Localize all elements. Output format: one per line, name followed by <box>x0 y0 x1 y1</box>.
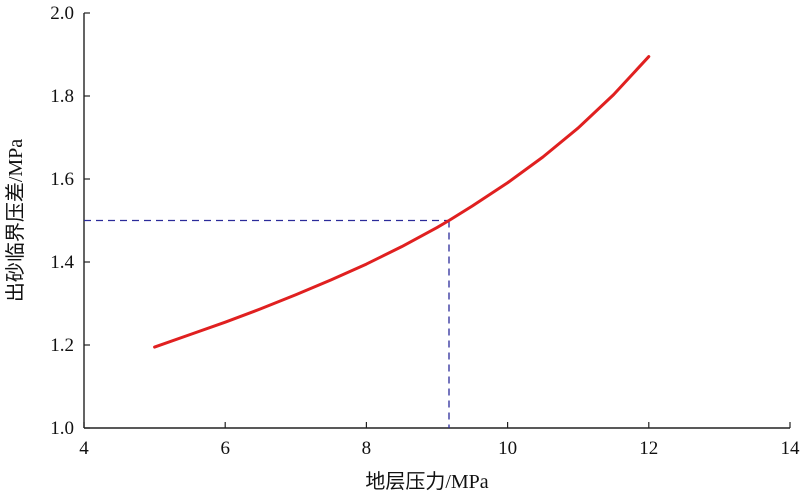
x-tick-label: 12 <box>639 438 658 459</box>
y-tick-label: 1.4 <box>50 252 74 273</box>
y-tick-label: 2.0 <box>50 3 74 24</box>
y-tick-label: 1.2 <box>50 335 74 356</box>
x-tick-label: 6 <box>220 438 230 459</box>
reference-guides <box>84 219 450 428</box>
y-tick-label: 1.8 <box>50 86 74 107</box>
x-tick-label: 4 <box>79 438 89 459</box>
x-tick-label: 8 <box>362 438 372 459</box>
series-layer <box>153 55 651 349</box>
y-tick-label: 1.0 <box>50 418 74 439</box>
x-tick-label: 14 <box>781 438 800 459</box>
series-line <box>153 55 651 349</box>
y-axis-title: 出砂临界压差/MPa <box>4 139 27 302</box>
x-axis-title: 地层压力/MPa <box>365 470 488 493</box>
y-tick-label: 1.6 <box>50 169 74 190</box>
x-ticks: 4 6 8 10 12 14 <box>79 422 800 459</box>
y-ticks: 1.0 1.2 1.4 1.6 1.8 2.0 <box>50 3 90 439</box>
x-tick-label: 10 <box>498 438 517 459</box>
